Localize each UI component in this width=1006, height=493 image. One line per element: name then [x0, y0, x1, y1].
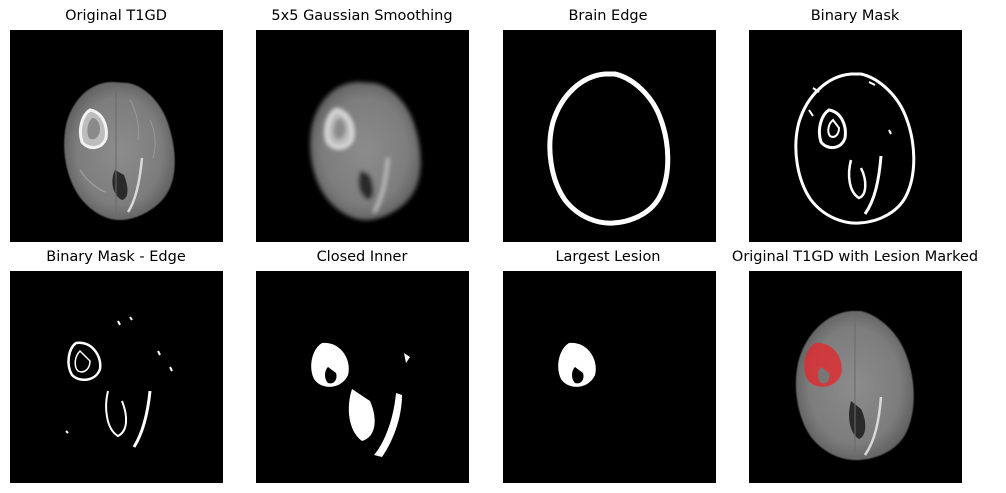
binary-mask-edge-shape — [10, 271, 223, 483]
panel-title-gaussian: 5x5 Gaussian Smoothing — [271, 8, 453, 24]
image-largest-lesion — [503, 271, 716, 483]
largest-lesion-shape — [503, 271, 716, 483]
panel-title-original: Original T1GD — [65, 8, 167, 24]
image-binary-mask — [749, 30, 962, 242]
panel-title-lesion-marked: Original T1GD with Lesion Marked — [731, 249, 979, 265]
panel-title-brain-edge: Brain Edge — [568, 8, 648, 24]
panel-title-closed-inner: Closed Inner — [316, 249, 408, 265]
panel-title-binary-mask: Binary Mask — [810, 8, 900, 24]
brain-edge-outline — [503, 30, 716, 242]
image-binary-mask-minus-edge — [10, 271, 223, 483]
brain-scan-lesion-marked — [749, 271, 962, 483]
binary-mask-shape — [749, 30, 962, 242]
image-lesion-marked — [749, 271, 962, 483]
image-brain-edge — [503, 30, 716, 242]
brain-scan-smoothed — [256, 30, 469, 242]
closed-inner-shape — [256, 271, 469, 483]
brain-scan-original — [10, 30, 223, 242]
panel-title-largest-lesion: Largest Lesion — [555, 249, 661, 265]
image-original-t1gd — [10, 30, 223, 242]
image-gaussian-smoothing — [256, 30, 469, 242]
image-closed-inner — [256, 271, 469, 483]
panel-title-binary-mask-edge: Binary Mask - Edge — [46, 249, 186, 265]
